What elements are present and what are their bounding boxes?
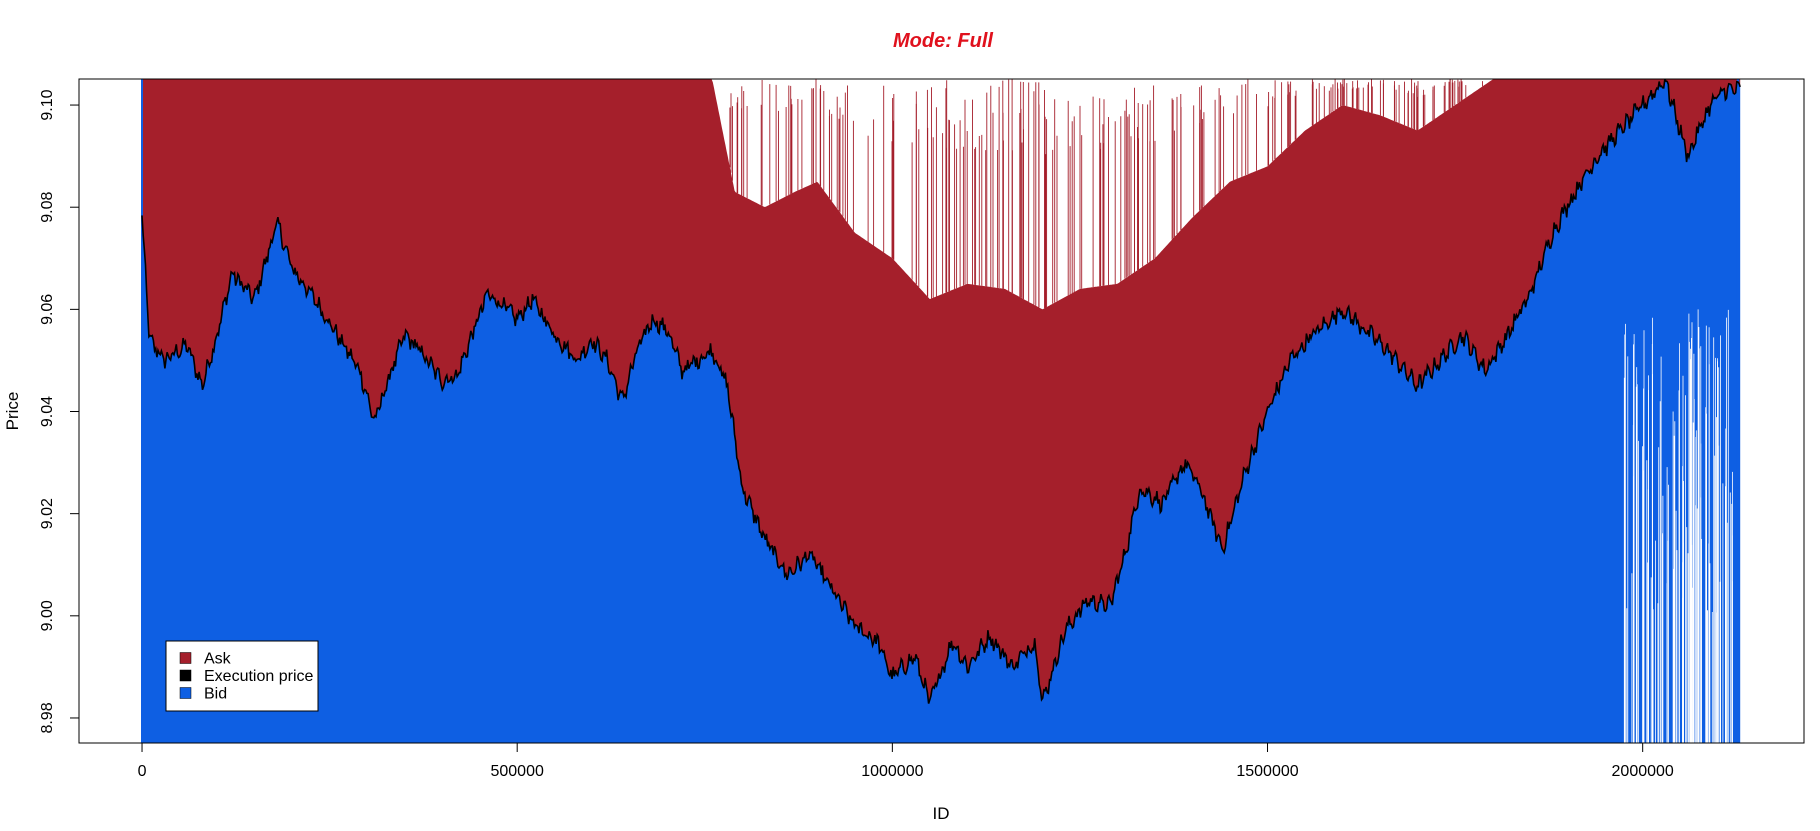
y-tick-label: 9.08 bbox=[39, 192, 56, 223]
x-tick-label: 0 bbox=[138, 763, 147, 780]
x-tick-label: 1500000 bbox=[1236, 763, 1298, 780]
ask-spikes bbox=[729, 79, 1483, 309]
x-tick-label: 500000 bbox=[490, 763, 543, 780]
y-axis: 8.98 9.00 9.02 9.04 9.06 9.08 9.10 bbox=[39, 89, 80, 734]
execution-price-line bbox=[141, 79, 1741, 704]
x-tick-label: 2000000 bbox=[1612, 763, 1674, 780]
bid-spikes bbox=[141, 79, 1740, 743]
legend-label: Execution price bbox=[204, 668, 313, 685]
y-tick-label: 9.02 bbox=[39, 498, 56, 529]
plot-area bbox=[141, 79, 1741, 743]
x-tick-label: 1000000 bbox=[861, 763, 923, 780]
y-axis-label: Price bbox=[3, 392, 22, 431]
legend-swatch bbox=[179, 652, 192, 664]
ask-area bbox=[142, 79, 1741, 704]
legend-swatch bbox=[179, 669, 192, 682]
bid-area bbox=[142, 79, 1741, 743]
legend-label: Ask bbox=[204, 651, 232, 668]
legend-swatch bbox=[179, 687, 192, 699]
legend-box bbox=[165, 640, 319, 712]
y-tick-label: 9.10 bbox=[39, 89, 56, 120]
y-tick-label: 9.00 bbox=[39, 600, 56, 631]
chart-title: Mode: Full bbox=[893, 30, 993, 52]
y-tick-label: 9.04 bbox=[39, 396, 56, 427]
legend-label: Bid bbox=[204, 686, 227, 703]
y-tick-label: 9.06 bbox=[39, 294, 56, 325]
x-axis: 0 500000 1000000 1500000 2000000 bbox=[138, 742, 1674, 780]
y-tick-label: 8.98 bbox=[39, 702, 56, 733]
x-axis-label: ID bbox=[933, 804, 950, 823]
